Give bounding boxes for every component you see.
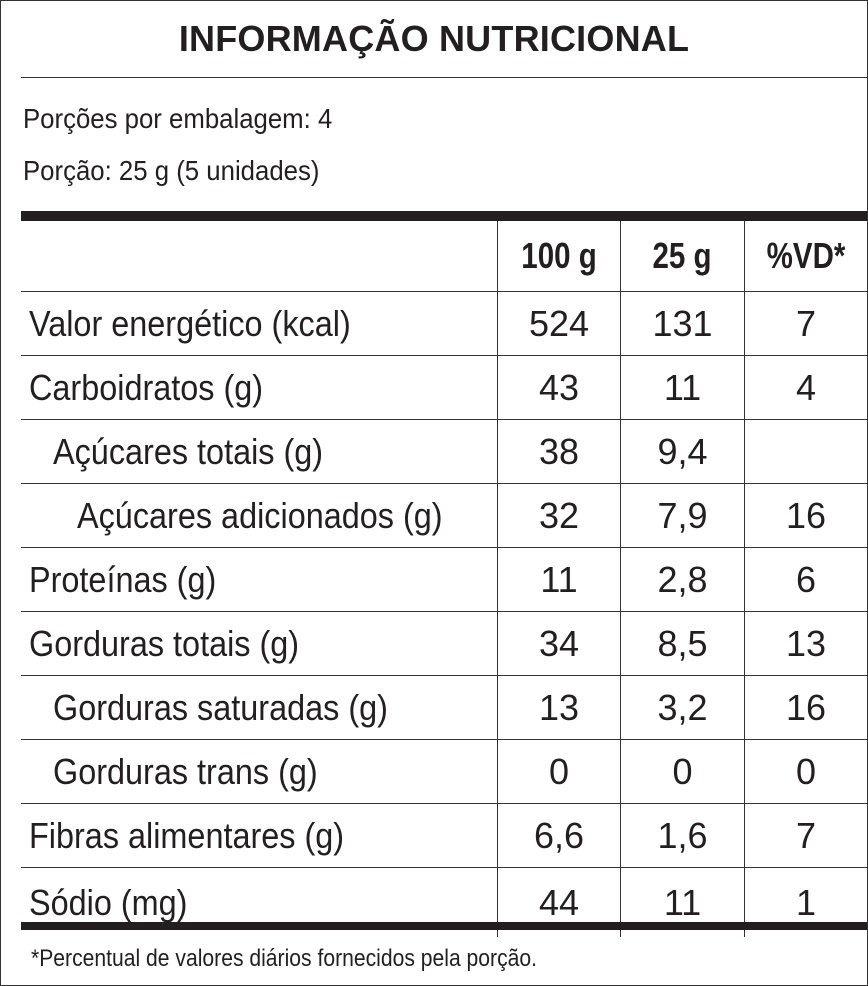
nutrient-label: Açúcares totais (g) [53, 430, 324, 472]
value-25g: 11 [621, 868, 745, 937]
value-vd: 0 [795, 750, 817, 792]
table-row: Fibras alimentares (g) 6,6 1,6 7 [21, 804, 867, 868]
value-25g: 0 [621, 740, 745, 803]
nutrient-label: Fibras alimentares (g) [29, 814, 345, 856]
value-vd: 1 [795, 881, 817, 923]
nutrient-label-cell: Carboidratos (g) [21, 356, 498, 419]
value-vd: 16 [785, 686, 827, 728]
value-100g: 11 [498, 548, 621, 611]
table-row: Carboidratos (g) 43 11 4 [21, 356, 867, 420]
value-25g: 2,8 [621, 548, 745, 611]
value-25g: 131 [621, 292, 745, 355]
table-row: Gorduras saturadas (g) 13 3,2 16 [21, 676, 867, 740]
value-vd: 16 [785, 494, 827, 536]
thick-divider-bottom [21, 922, 867, 930]
value-vd: 7 [795, 814, 817, 856]
value-100g: 6,6 [498, 804, 621, 867]
value-100g: 43 [498, 356, 621, 419]
table-row: Valor energético (kcal) 524 131 7 [21, 292, 867, 356]
nutrient-label-cell: Açúcares totais (g) [21, 420, 498, 483]
nutrient-label-cell: Sódio (mg) [21, 868, 498, 937]
value-100g: 44 [498, 868, 621, 937]
value-25g: 11 [621, 356, 745, 419]
table-row: Açúcares totais (g) 38 9,4 [21, 420, 867, 484]
value-25g: 3,2 [621, 676, 745, 739]
header-label-cell [21, 221, 498, 291]
header-vd: %VD* [766, 235, 846, 276]
value-100g: 32 [498, 484, 621, 547]
value-25g: 8,5 [621, 612, 745, 675]
footnote: *Percentual de valores diários fornecido… [31, 945, 538, 972]
value-25g: 9,4 [621, 420, 745, 483]
value-vd [745, 420, 867, 483]
nutrition-table: 100 g 25 g %VD* Valor energético (kcal) 5… [21, 221, 867, 937]
value-100g: 34 [498, 612, 621, 675]
table-row: Sódio (mg) 44 11 1 [21, 868, 867, 937]
table-header-row: 100 g 25 g %VD* [21, 221, 867, 292]
value-vd: 6 [795, 558, 817, 600]
table-row: Proteínas (g) 11 2,8 6 [21, 548, 867, 612]
table-row: Gorduras totais (g) 34 8,5 13 [21, 612, 867, 676]
nutrient-label-cell: Valor energético (kcal) [21, 292, 498, 355]
nutrient-label-cell: Açúcares adicionados (g) [21, 484, 498, 547]
value-vd: 7 [795, 302, 817, 344]
nutrient-label: Gorduras totais (g) [29, 622, 300, 664]
nutrient-label: Açúcares adicionados (g) [77, 494, 443, 536]
table-row: Açúcares adicionados (g) 32 7,9 16 [21, 484, 867, 548]
nutrient-label: Sódio (mg) [29, 881, 188, 923]
value-25g: 1,6 [621, 804, 745, 867]
nutrient-label: Carboidratos (g) [29, 366, 264, 408]
nutrient-label-cell: Fibras alimentares (g) [21, 804, 498, 867]
title-divider [21, 77, 867, 78]
panel-title: INFORMAÇÃO NUTRICIONAL [178, 18, 690, 59]
value-100g: 0 [498, 740, 621, 803]
header-100g: 100 g [498, 221, 621, 291]
header-25g: 25 g [621, 221, 745, 291]
value-100g: 13 [498, 676, 621, 739]
nutrient-label: Gorduras saturadas (g) [53, 686, 388, 728]
nutrient-label: Proteínas (g) [29, 558, 217, 600]
nutrient-label-cell: Gorduras trans (g) [21, 740, 498, 803]
nutrient-label-cell: Gorduras saturadas (g) [21, 676, 498, 739]
nutrient-label-cell: Proteínas (g) [21, 548, 498, 611]
nutrient-label: Gorduras trans (g) [53, 750, 318, 792]
value-100g: 38 [498, 420, 621, 483]
table-row: Gorduras trans (g) 0 0 0 [21, 740, 867, 804]
nutrient-label-cell: Gorduras totais (g) [21, 612, 498, 675]
servings-per-package: Porções por embalagem: 4 [23, 103, 333, 134]
value-vd: 4 [795, 366, 817, 408]
nutrient-label: Valor energético (kcal) [29, 302, 351, 344]
value-vd: 13 [785, 622, 827, 664]
value-100g: 524 [498, 292, 621, 355]
value-25g: 7,9 [621, 484, 745, 547]
thick-divider-top [21, 211, 867, 221]
serving-size: Porção: 25 g (5 unidades) [23, 155, 320, 186]
